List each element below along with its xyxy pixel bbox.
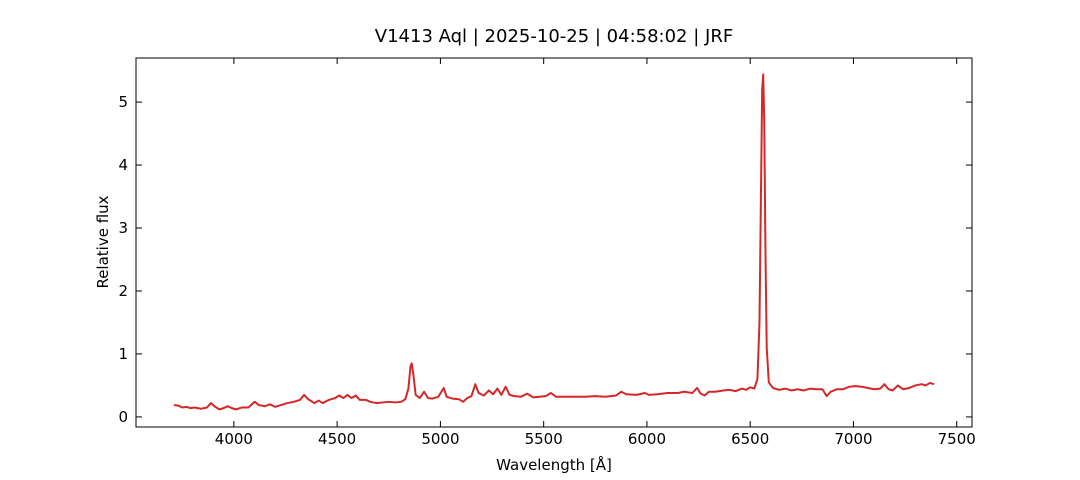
x-tick-label: 7000	[834, 430, 872, 448]
y-tick-label: 5	[118, 93, 128, 111]
x-tick-label: 5500	[525, 430, 563, 448]
x-tick-label: 7500	[938, 430, 976, 448]
x-axis-label: Wavelength [Å]	[496, 455, 612, 474]
x-tick-label: 6500	[731, 430, 769, 448]
chart-title: V1413 Aql | 2025-10-25 | 04:58:02 | JRF	[375, 26, 733, 47]
x-tick-label: 5000	[421, 430, 459, 448]
plot-frame	[135, 57, 973, 428]
x-tick-label: 6000	[628, 430, 666, 448]
x-tick-label: 4500	[318, 430, 356, 448]
y-tick-label: 3	[118, 219, 128, 237]
y-axis-label: Relative flux	[94, 195, 112, 288]
y-tick-label: 1	[118, 345, 128, 363]
y-tick-label: 2	[118, 282, 128, 300]
y-tick-label: 4	[118, 156, 128, 174]
x-tick-label: 4000	[215, 430, 253, 448]
spectrum-line	[173, 73, 935, 411]
y-tick-label: 0	[118, 408, 128, 426]
